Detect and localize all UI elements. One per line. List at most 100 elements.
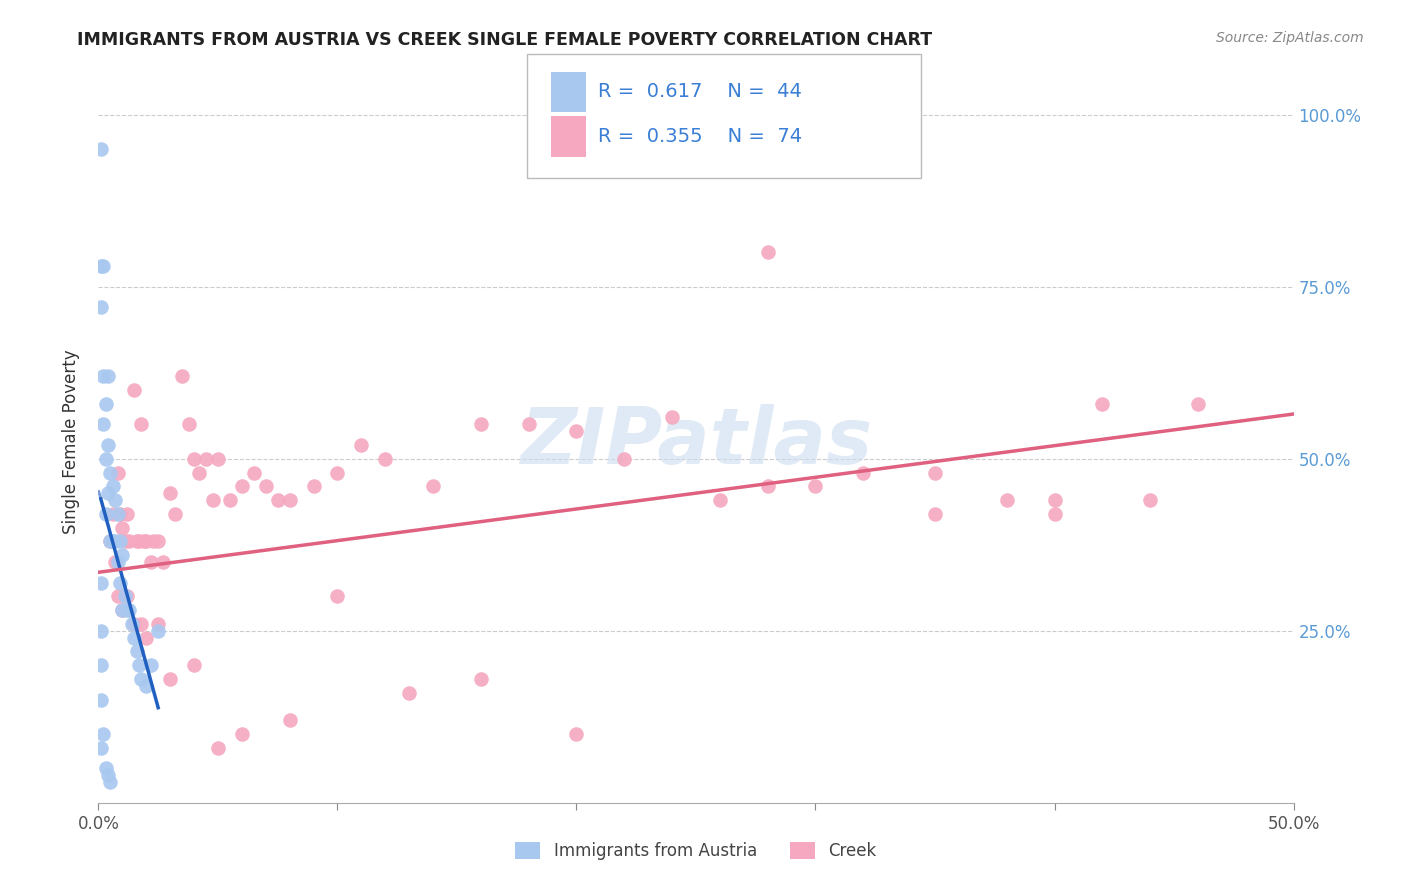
Point bbox=[118, 534, 141, 549]
Point bbox=[111, 548, 134, 562]
Point bbox=[148, 624, 170, 638]
Point bbox=[91, 417, 114, 432]
Text: Source: ZipAtlas.com: Source: ZipAtlas.com bbox=[1216, 31, 1364, 45]
Point bbox=[374, 451, 396, 466]
Text: R =  0.617    N =  44: R = 0.617 N = 44 bbox=[598, 82, 801, 102]
Text: IMMIGRANTS FROM AUSTRIA VS CREEK SINGLE FEMALE POVERTY CORRELATION CHART: IMMIGRANTS FROM AUSTRIA VS CREEK SINGLE … bbox=[77, 31, 932, 49]
Point bbox=[187, 466, 209, 480]
Point bbox=[179, 417, 201, 432]
Point bbox=[159, 672, 181, 686]
Point bbox=[104, 493, 127, 508]
Point bbox=[128, 658, 150, 673]
Point bbox=[90, 259, 112, 273]
Point bbox=[108, 534, 131, 549]
Point bbox=[97, 486, 120, 500]
Point bbox=[219, 493, 242, 508]
Point bbox=[995, 493, 1018, 508]
Text: ZIPatlas: ZIPatlas bbox=[520, 403, 872, 480]
Point bbox=[107, 590, 129, 604]
Point bbox=[98, 466, 122, 480]
Point bbox=[111, 603, 134, 617]
Point bbox=[98, 534, 122, 549]
Text: R =  0.355    N =  74: R = 0.355 N = 74 bbox=[598, 127, 801, 146]
Point bbox=[114, 590, 136, 604]
Point bbox=[91, 259, 114, 273]
Point bbox=[207, 451, 229, 466]
Point bbox=[104, 534, 127, 549]
Point bbox=[183, 451, 205, 466]
Point bbox=[101, 507, 124, 521]
Point bbox=[107, 466, 129, 480]
Point bbox=[94, 451, 117, 466]
Point bbox=[139, 555, 162, 569]
Point bbox=[111, 603, 134, 617]
Point bbox=[90, 740, 112, 755]
Point bbox=[132, 534, 155, 549]
Point bbox=[111, 520, 134, 534]
Point bbox=[148, 616, 170, 631]
Point bbox=[94, 507, 117, 521]
Point bbox=[398, 686, 420, 700]
Point bbox=[124, 616, 146, 631]
Point bbox=[243, 466, 266, 480]
Point bbox=[131, 616, 153, 631]
Point bbox=[254, 479, 277, 493]
Point bbox=[924, 466, 946, 480]
Point bbox=[267, 493, 290, 508]
Point bbox=[302, 479, 325, 493]
Point bbox=[565, 727, 588, 741]
Point bbox=[470, 417, 492, 432]
Point bbox=[124, 631, 146, 645]
Point bbox=[1043, 493, 1066, 508]
Point bbox=[202, 493, 225, 508]
Point bbox=[124, 383, 146, 397]
Point bbox=[107, 507, 129, 521]
Point bbox=[148, 534, 170, 549]
Point bbox=[114, 534, 136, 549]
Point bbox=[470, 672, 492, 686]
Point bbox=[565, 424, 588, 438]
Point bbox=[131, 417, 153, 432]
Point bbox=[135, 679, 157, 693]
Point bbox=[1139, 493, 1161, 508]
Point bbox=[326, 590, 349, 604]
Point bbox=[852, 466, 875, 480]
Point bbox=[90, 575, 112, 590]
Point bbox=[326, 466, 349, 480]
Point bbox=[98, 775, 122, 789]
Legend: Immigrants from Austria, Creek: Immigrants from Austria, Creek bbox=[509, 835, 883, 867]
Point bbox=[756, 479, 779, 493]
Point bbox=[613, 451, 636, 466]
Point bbox=[101, 479, 124, 493]
Point bbox=[231, 479, 253, 493]
Y-axis label: Single Female Poverty: Single Female Poverty bbox=[62, 350, 80, 533]
Point bbox=[118, 603, 141, 617]
Point bbox=[183, 658, 205, 673]
Point bbox=[422, 479, 444, 493]
Point bbox=[804, 479, 827, 493]
Point bbox=[125, 644, 148, 658]
Point bbox=[172, 369, 194, 384]
Point bbox=[121, 616, 143, 631]
Point bbox=[90, 658, 112, 673]
Point bbox=[108, 507, 131, 521]
Point bbox=[350, 438, 373, 452]
Point bbox=[108, 575, 131, 590]
Point bbox=[90, 301, 112, 315]
Point bbox=[97, 369, 120, 384]
Point bbox=[139, 658, 162, 673]
Point bbox=[278, 493, 301, 508]
Point bbox=[135, 631, 157, 645]
Point bbox=[91, 369, 114, 384]
Point bbox=[128, 534, 150, 549]
Point bbox=[159, 486, 181, 500]
Point bbox=[97, 438, 120, 452]
Point bbox=[152, 555, 174, 569]
Point bbox=[661, 410, 683, 425]
Point bbox=[91, 727, 114, 741]
Point bbox=[924, 507, 946, 521]
Point bbox=[90, 142, 112, 156]
Point bbox=[142, 534, 165, 549]
Point bbox=[115, 603, 138, 617]
Point bbox=[1187, 397, 1209, 411]
